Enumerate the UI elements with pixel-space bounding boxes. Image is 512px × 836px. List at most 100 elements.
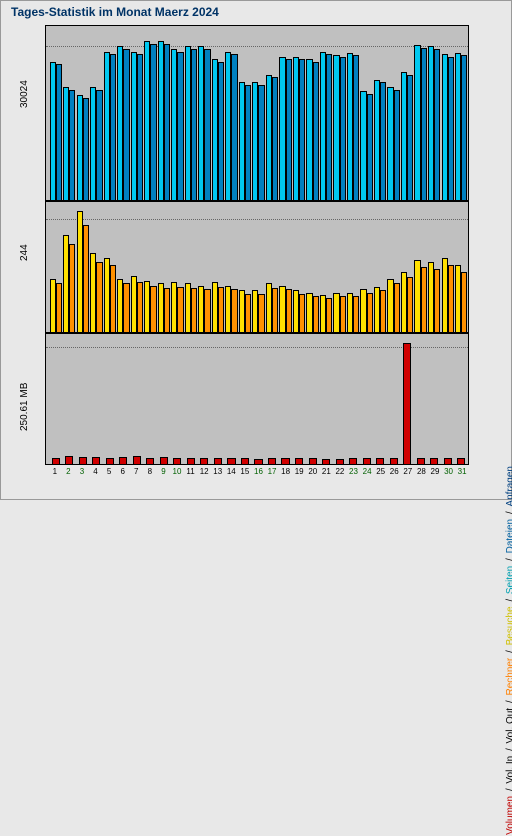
legend-item: Volumen [505,795,512,836]
xtick: 8 [143,467,157,476]
day-group [400,334,414,464]
day-group [211,26,225,200]
day-group [225,26,239,200]
bar [299,59,305,200]
day-group [76,26,90,200]
bar [96,90,102,200]
bar [173,458,181,465]
bar [110,265,116,332]
bar [245,294,251,332]
bar [380,82,386,200]
day-group [90,334,104,464]
xtick: 14 [225,467,239,476]
day-group [387,202,401,332]
legend-sep: / [505,697,512,707]
day-group [306,334,320,464]
day-group [117,26,131,200]
bar [281,458,289,465]
bar [286,59,292,200]
day-group [49,334,63,464]
bar [448,265,454,332]
bar [123,283,129,332]
panel-top [45,25,469,201]
day-group [441,26,455,200]
day-group [319,26,333,200]
day-group [63,26,77,200]
bar [245,85,251,200]
bar [286,289,292,332]
bar [313,62,319,200]
bar [150,286,156,332]
bar [461,272,467,332]
ylabel-bot: 250.61 MB [19,383,30,431]
legend-item: Dateien [505,518,512,554]
day-group [171,202,185,332]
bar [349,458,357,464]
bar [110,54,116,200]
day-group [400,26,414,200]
xtick: 1 [48,467,62,476]
bar [390,458,398,464]
day-group [292,334,306,464]
bar [448,57,454,200]
chart-frame: Tages-Statistik im Monat Maerz 2024 3002… [0,0,512,500]
bar [376,458,384,464]
bar [313,296,319,332]
day-group [427,202,441,332]
ylabel-mid: 244 [19,244,30,261]
day-group [252,202,266,332]
day-group [117,334,131,464]
bar [137,282,143,332]
day-group [306,26,320,200]
bar [164,288,170,332]
xtick: 25 [374,467,388,476]
day-group [103,26,117,200]
day-group [333,202,347,332]
legend-item: Vol. In [505,755,512,785]
day-group [292,26,306,200]
bar [137,54,143,200]
day-group [279,202,293,332]
bar [177,287,183,333]
bar [83,98,89,200]
xtick: 21 [320,467,334,476]
bar [403,343,411,464]
day-group [117,202,131,332]
bar [69,90,75,200]
day-group [292,202,306,332]
xtick: 7 [129,467,143,476]
xtick: 11 [184,467,198,476]
day-group [171,26,185,200]
day-group [130,334,144,464]
day-group [454,202,468,332]
day-group [414,202,428,332]
bar [79,457,87,464]
xtick: 16 [252,467,266,476]
day-group [346,334,360,464]
xtick: 22 [333,467,347,476]
bar [150,44,156,200]
bars-mid [46,202,468,332]
day-group [144,26,158,200]
day-group [225,334,239,464]
bar [258,294,264,332]
bar [69,244,75,332]
bar [326,298,332,332]
legend-item: Vol. Out [505,707,512,745]
day-group [360,202,374,332]
xtick: 27 [401,467,415,476]
day-group [414,334,428,464]
legend-sep: / [505,744,512,754]
bar [241,458,249,464]
bar [106,458,114,465]
xtick: 3 [75,467,89,476]
legend-item: Besuche [505,605,512,646]
day-group [198,202,212,332]
bar [204,289,210,332]
day-group [238,334,252,464]
xtick: 13 [211,467,225,476]
bar [204,49,210,200]
bar [444,458,452,464]
day-group [360,26,374,200]
bar [191,288,197,332]
